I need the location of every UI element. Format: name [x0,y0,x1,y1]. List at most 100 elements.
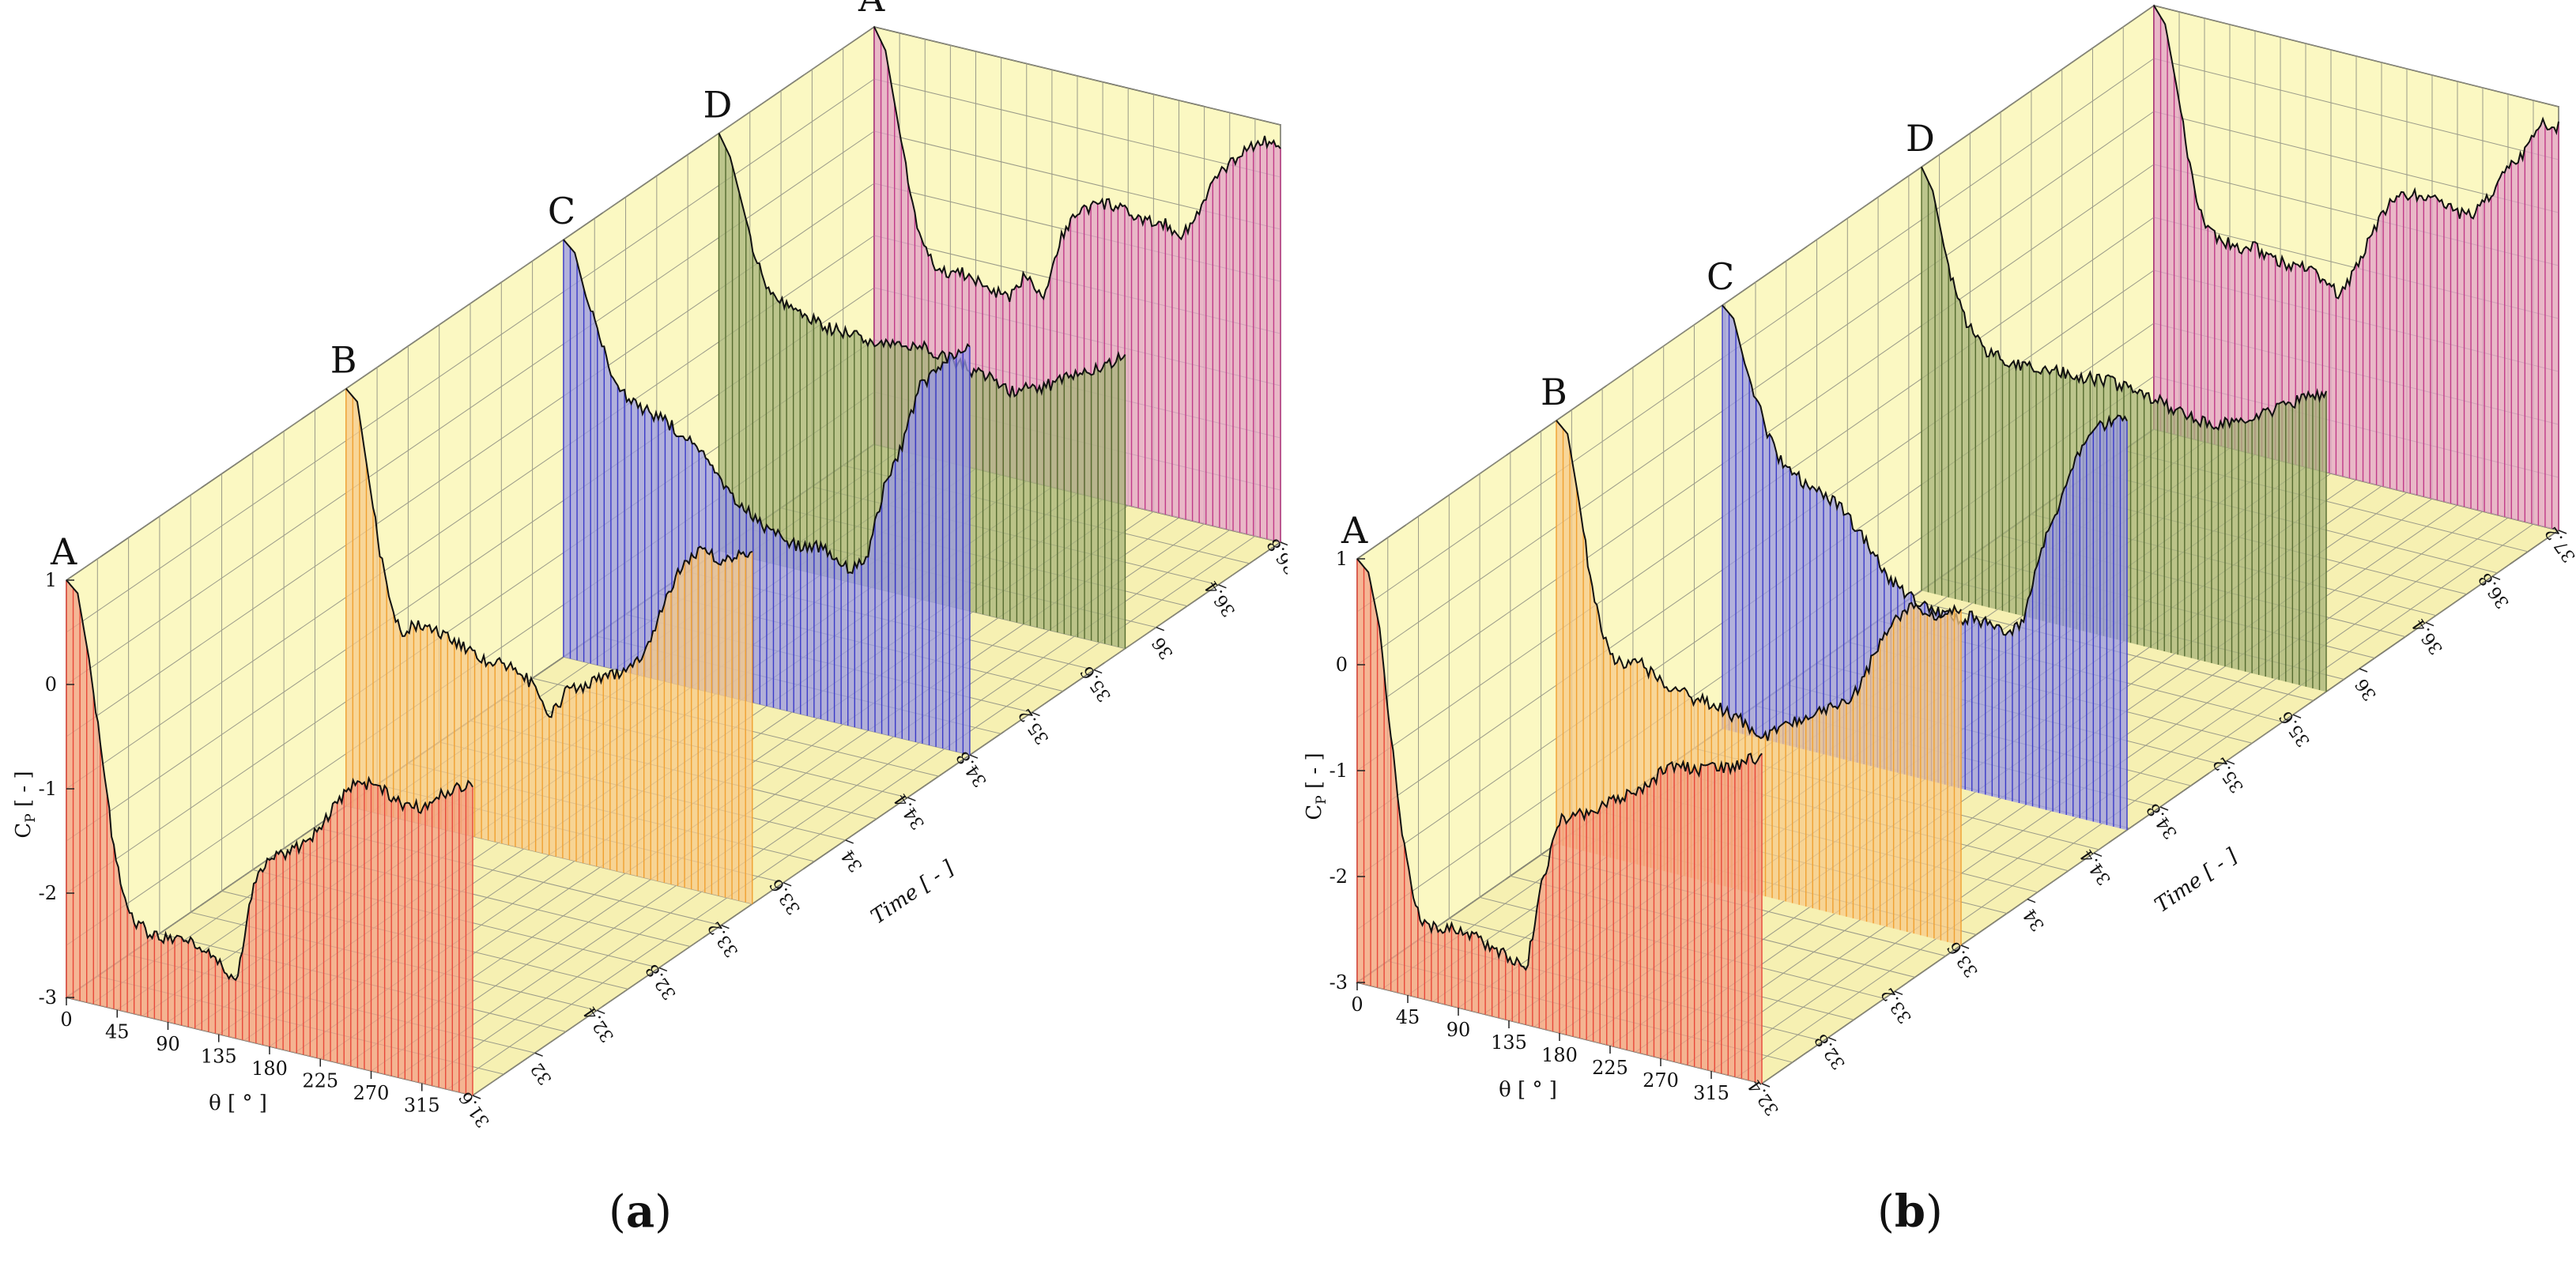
theta-tick-label: 180 [1541,1044,1578,1066]
time-tick [596,1009,605,1015]
grid-line [1356,111,2155,666]
time-tick-label: 32.4 [1744,1076,1782,1118]
series-label: C [1707,255,1734,298]
time-tick [2359,668,2368,673]
theta-tick-label: 0 [1351,994,1363,1016]
grid-line [66,78,875,633]
time-tick-label: 34 [838,846,866,875]
theta-tick-label: 315 [404,1095,440,1117]
time-tick [1032,711,1040,717]
time-tick [1827,1036,1837,1042]
series-a: A [1341,509,1763,1084]
series-label: D [1906,117,1935,160]
time-tick [1280,541,1288,546]
series-trace [1921,166,2327,432]
time-tick [721,924,730,930]
time-tick-label: 36 [1148,633,1177,662]
y-tick-label: 1 [1336,548,1348,570]
time-tick [1894,990,1903,996]
grid-line [472,541,1281,1096]
y-tick-label: -2 [39,882,57,904]
series-aprime: A' [2153,5,2559,530]
time-tick-label: 34 [2020,905,2049,934]
time-tick [1960,945,1970,949]
theta-axis-label: θ [ ° ] [1499,1078,1557,1102]
time-tick [1156,626,1165,632]
grid-line [1356,58,2155,613]
series-trace [873,26,1281,303]
time-tick [969,754,979,759]
y-tick-label: 0 [45,673,57,696]
panel-caption-a: (a) [609,1186,673,1238]
series-trace [563,239,971,575]
series-trace [2153,5,2559,300]
time-tick [534,1052,543,1057]
theta-tick-label: 0 [60,1009,72,1031]
y-tick-label: 0 [1336,654,1348,676]
y-axis-label: CP [ - ] [12,771,39,838]
time-tick [783,882,792,887]
time-tick [1761,1083,1771,1088]
time-axis-label: Time [ - ] [867,856,959,930]
series-label: B [330,339,357,382]
grid-line [1356,5,2155,560]
y-axis: 1 0 -1 -2 -3 CP [ - ] [12,569,74,1009]
theta-tick-label: 45 [105,1021,130,1043]
series-label: A' [858,0,895,20]
theta-axis-label: θ [ ° ] [209,1092,267,1115]
time-tick [845,839,854,844]
series-trace [1556,420,1962,741]
series-b: B [330,339,753,904]
series-label: B [1541,371,1567,413]
time-tick [907,797,916,801]
y-tick-label: -3 [1329,971,1348,994]
series-label: D [703,84,732,126]
theta-tick-label: 90 [156,1033,180,1055]
series-trace [718,133,1126,398]
theta-tick-label: 135 [201,1046,237,1068]
y-tick-label: -3 [39,986,57,1009]
y-axis-label: CP [ - ] [1303,752,1329,820]
time-tick-label: 32 [527,1059,556,1088]
theta-tick-label: 225 [302,1070,338,1092]
series-a: A [50,530,473,1095]
time-tick [1218,584,1227,589]
time-tick [2558,530,2567,534]
theta-tick-label: 90 [1446,1019,1471,1041]
series-trace [66,579,473,982]
time-tick [1093,669,1103,674]
grid-line [1736,523,2534,1078]
time-tick-label: 36 [2352,675,2381,704]
series-label: C [548,190,575,232]
time-tick-label: 31.6 [456,1088,494,1131]
theta-tick-label: 135 [1491,1031,1527,1054]
theta-tick-label: 315 [1693,1082,1729,1104]
time-tick [2491,575,2501,581]
time-tick [658,967,668,972]
panel-caption-b: (b) [1877,1186,1943,1238]
y-tick-label: -2 [1329,865,1348,888]
y-tick-label: -1 [1329,760,1348,782]
time-tick [2292,714,2302,719]
theta-tick-label: 270 [1643,1069,1679,1092]
series-label: A [50,530,77,573]
time-tick [2226,760,2235,765]
theta-axis: 0 45 90 135 180 225 270 315 θ [ ° ] [1351,982,1729,1104]
y-tick-label: 1 [45,569,57,591]
theta-axis: 0 45 90 135 180 225 270 315 θ [ ° ] [60,997,440,1117]
theta-tick-label: 180 [251,1058,288,1080]
series-trace [1356,558,1763,971]
time-tick [2159,806,2169,811]
series-trace [345,388,753,718]
series-label: A [1341,509,1368,552]
time-tick [2425,621,2435,627]
chart-panel-b: A' D C B A1 0 -1 -2 -3 CP [ - ] 0 45 90 135 180 225 270 3… [1303,4,2576,1119]
time-tick [472,1095,481,1099]
time-axis-label: Time [ - ] [2151,844,2242,918]
y-axis: 1 0 -1 -2 -3 CP [ - ] [1303,548,1365,994]
y-tick-label: -1 [39,778,57,800]
theta-tick-label: 270 [353,1082,390,1104]
time-tick [2027,898,2036,903]
theta-tick-label: 45 [1396,1006,1420,1028]
